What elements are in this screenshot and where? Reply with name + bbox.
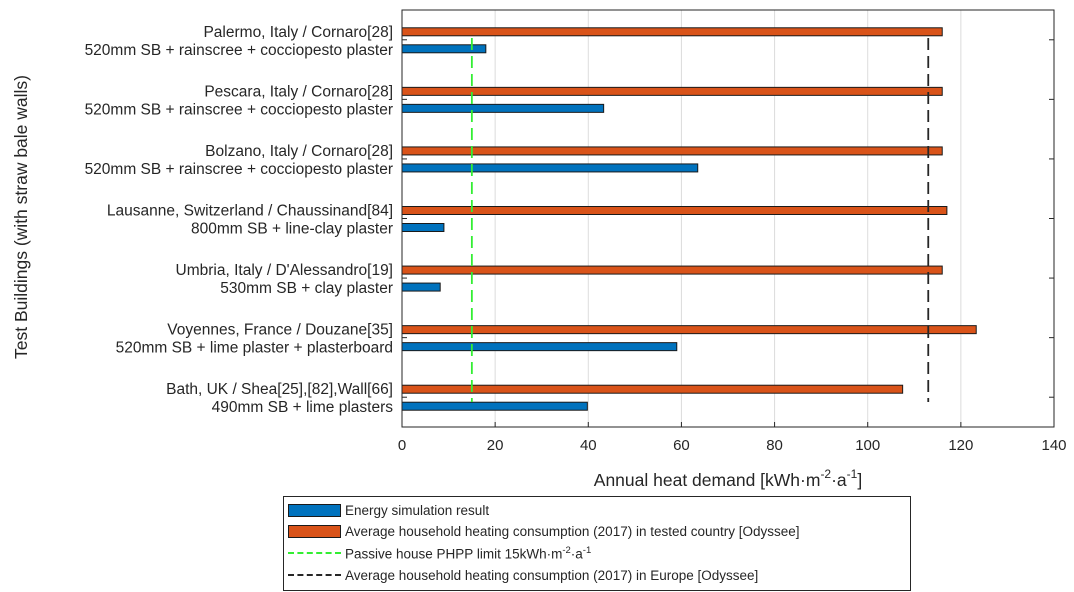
category-label-location: Lausanne, Switzerland / Chaussinand[84] xyxy=(107,203,393,220)
category-label-construction: 520mm SB + lime plaster + plasterboard xyxy=(116,340,393,357)
x-tick-label: 120 xyxy=(948,437,973,454)
category-label-construction: 520mm SB + rainscree + cocciopesto plast… xyxy=(85,42,393,59)
legend-item-europe: Average household heating consumption (2… xyxy=(288,565,758,585)
bar-simulation xyxy=(401,163,699,173)
legend-line-europe xyxy=(288,574,341,576)
category-label-construction: 520mm SB + rainscree + cocciopesto plast… xyxy=(85,101,393,118)
chart: 0 20 40 60 80 100 120 140 Palermo, Italy / Corn… xyxy=(11,9,1067,490)
bar-country-avg xyxy=(401,325,977,335)
reference-lines xyxy=(470,38,930,402)
bar-country-avg xyxy=(401,206,948,215)
bar-simulation xyxy=(401,223,445,232)
category-label-construction: 490mm SB + lime plasters xyxy=(212,399,394,416)
category-label-location: Pescara, Italy / Cornaro[28] xyxy=(204,83,393,100)
x-tick-label: 40 xyxy=(580,437,597,454)
x-axis-title: Annual heat demand [kWh·m-2·a-1] xyxy=(594,467,862,490)
legend-item-country: Average household heating consumption (2… xyxy=(288,521,800,541)
x-tick-label: 140 xyxy=(1041,437,1066,454)
category-labels: Palermo, Italy / Cornaro[28]520mm SB + r… xyxy=(85,24,394,416)
bar-country-avg xyxy=(401,27,943,37)
bar-simulation xyxy=(401,342,678,352)
bar-simulation xyxy=(401,103,605,113)
legend-swatch-sim xyxy=(288,503,341,517)
grid-lines xyxy=(494,10,962,427)
x-ticks: 0 20 40 60 80 100 120 140 xyxy=(398,39,1067,454)
category-label-location: Bath, UK / Shea[25],[82],Wall[66] xyxy=(166,381,393,398)
bar-country-avg xyxy=(401,384,904,394)
legend: Energy simulation result Average househo… xyxy=(283,496,911,591)
plot-frame xyxy=(401,9,1055,428)
legend-label-country: Average household heating consumption (2… xyxy=(345,523,800,539)
legend-line-passive xyxy=(288,552,341,554)
legend-label-sim: Energy simulation result xyxy=(345,502,490,518)
bar-country-avg xyxy=(401,146,943,156)
legend-item-passive: Passive house PHPP limit 15kWh·m-2·a-1 xyxy=(288,543,591,563)
legend-item-sim: Energy simulation result xyxy=(288,500,489,520)
category-label-location: Umbria, Italy / D'Alessandro[19] xyxy=(176,262,393,279)
x-tick-label: 60 xyxy=(673,437,690,454)
bar-simulation xyxy=(401,401,588,411)
category-label-construction: 520mm SB + rainscree + cocciopesto plast… xyxy=(85,161,393,178)
x-tick-label: 20 xyxy=(487,437,504,454)
legend-label-europe: Average household heating consumption (2… xyxy=(345,567,759,583)
category-label-construction: 530mm SB + clay plaster xyxy=(220,280,393,297)
category-label-location: Palermo, Italy / Cornaro[28] xyxy=(203,24,393,41)
bar-country-avg xyxy=(401,86,943,96)
bar-simulation xyxy=(401,44,487,54)
category-label-construction: 800mm SB + line-clay plaster xyxy=(191,221,393,238)
y-axis-title: Test Buildings (with straw bale walls) xyxy=(11,75,31,359)
bar-country-avg xyxy=(401,265,943,275)
bar-simulation xyxy=(401,282,441,292)
x-tick-label: 80 xyxy=(766,437,783,454)
x-tick-label: 0 xyxy=(398,437,406,454)
legend-label-passive: Passive house PHPP limit 15kWh·m-2·a-1 xyxy=(345,544,592,562)
x-tick-label: 100 xyxy=(855,437,880,454)
legend-swatch-country xyxy=(288,524,341,538)
bars xyxy=(401,27,977,411)
category-label-location: Voyennes, France / Douzane[35] xyxy=(167,322,393,339)
category-label-location: Bolzano, Italy / Cornaro[28] xyxy=(205,143,393,160)
